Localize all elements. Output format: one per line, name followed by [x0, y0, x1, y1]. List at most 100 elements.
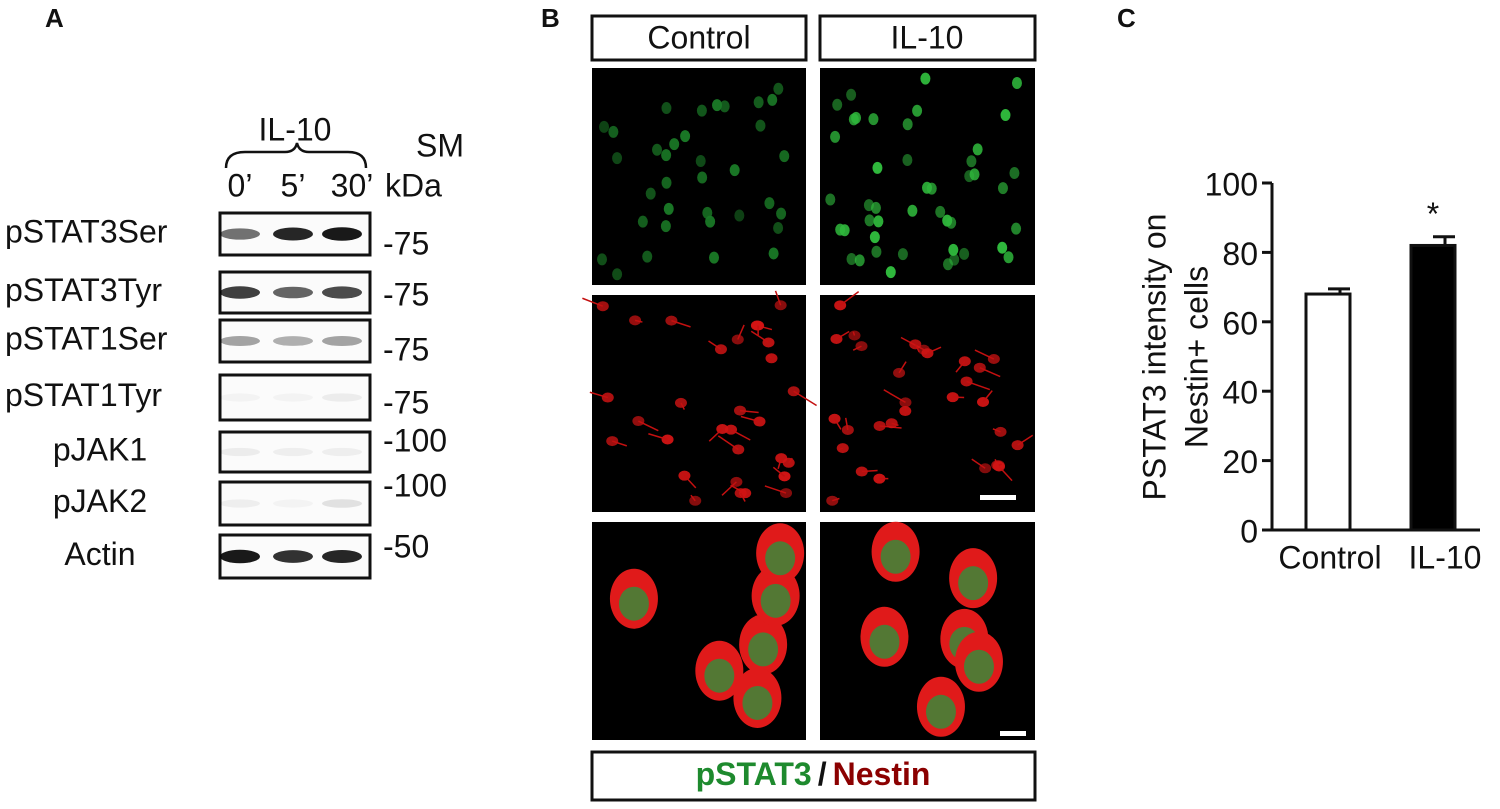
cell [846, 253, 857, 266]
process [998, 463, 1003, 466]
scale-bar [980, 495, 1016, 500]
row-label: Actin [64, 536, 135, 572]
cell [907, 204, 918, 217]
process [852, 331, 856, 336]
blot-band [273, 393, 313, 401]
cell [832, 98, 843, 111]
cell [864, 214, 875, 227]
process [777, 457, 782, 470]
process [861, 469, 878, 473]
nucleus [958, 566, 989, 601]
cell [902, 154, 913, 167]
process [974, 349, 995, 360]
cell [825, 193, 836, 206]
nucleus [925, 694, 956, 729]
process [708, 428, 723, 442]
blot-band [220, 228, 260, 240]
process [833, 418, 842, 430]
process [774, 290, 782, 306]
cell [997, 241, 1008, 254]
process [671, 319, 691, 328]
process [634, 319, 643, 323]
cell [869, 231, 880, 244]
process [979, 367, 1001, 378]
row-label: pSTAT3Ser [5, 213, 168, 249]
blot-band [322, 286, 362, 299]
significance: * [1427, 196, 1439, 232]
column-header: IL-10 [891, 19, 964, 55]
blot-band [273, 447, 313, 457]
legend-sep: / [818, 756, 827, 792]
row-label: pSTAT1Ser [5, 320, 168, 356]
y-tick-label: 20 [1222, 444, 1258, 480]
cell [599, 120, 610, 133]
blot-band [322, 499, 362, 508]
nucleus [618, 586, 649, 621]
process [955, 360, 966, 373]
process [721, 481, 737, 496]
process [1017, 434, 1034, 446]
blot-band [220, 549, 260, 564]
cell [637, 215, 648, 228]
cell [873, 215, 884, 228]
process [730, 429, 751, 441]
y-axis-label: PSTAT3 intensity on [1136, 214, 1172, 501]
mw-marker: -75 [383, 331, 429, 367]
cell [935, 205, 946, 218]
blot-box [218, 480, 372, 527]
blot-band [220, 286, 260, 299]
y-tick-label: 60 [1222, 305, 1258, 341]
process [844, 417, 849, 431]
row-label: pSTAT3Tyr [5, 272, 162, 308]
process [764, 485, 787, 494]
micrographs [582, 68, 1035, 740]
cell [734, 209, 745, 222]
header-box [590, 14, 808, 62]
group-label: IL-10 [259, 111, 332, 147]
process [582, 297, 604, 307]
y-tick-label: 40 [1222, 375, 1258, 411]
time-label: 5’ [281, 167, 306, 203]
process [898, 361, 907, 374]
blot-band [322, 393, 362, 402]
cell [776, 207, 787, 220]
cell [773, 221, 784, 234]
process [966, 380, 991, 391]
cell [663, 202, 674, 215]
cell [597, 253, 608, 266]
blot-band [220, 499, 260, 508]
cell [608, 125, 619, 138]
process [793, 390, 817, 407]
cell [872, 161, 883, 174]
process [914, 343, 920, 353]
nucleus [963, 649, 994, 684]
cell [729, 164, 740, 177]
bar-chart: 0 20 40 60 80 100 PSTAT3 intensity on Nestin+ c… [1136, 166, 1481, 575]
process [680, 402, 685, 410]
process [740, 415, 760, 423]
y-tick-label: 80 [1222, 236, 1258, 272]
row-label: pJAK2 [53, 483, 147, 519]
process [683, 475, 697, 489]
mw-marker: -100 [383, 422, 447, 458]
cell [660, 220, 671, 233]
mw-marker: -75 [383, 384, 429, 420]
cell [1003, 251, 1014, 264]
nucleus [742, 685, 773, 720]
mw-marker: -75 [383, 276, 429, 312]
cell [830, 130, 841, 143]
cell [868, 113, 879, 126]
cell [1011, 76, 1022, 89]
process [839, 291, 860, 306]
panel-label: B [541, 3, 560, 33]
blot-band [273, 227, 313, 241]
blot-band [220, 447, 260, 457]
blot-band [322, 549, 362, 564]
blot-band [322, 335, 362, 347]
process [739, 409, 759, 414]
blot-band [220, 393, 260, 401]
cell [920, 72, 931, 85]
cell [779, 150, 790, 163]
brace [224, 142, 368, 169]
bar [1409, 243, 1457, 532]
